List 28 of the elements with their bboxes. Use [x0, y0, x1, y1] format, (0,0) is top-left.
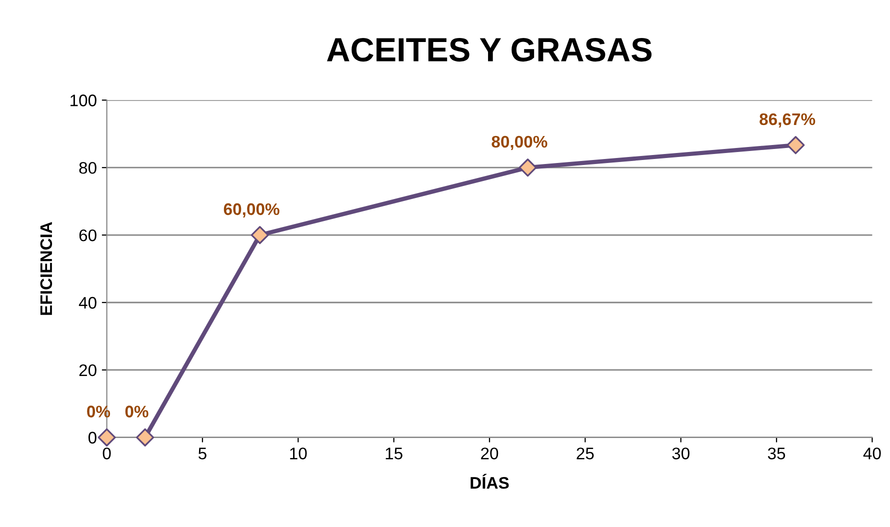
point	[250, 226, 269, 244]
point	[518, 158, 537, 177]
x-tick-label: 5	[198, 448, 206, 460]
point	[786, 136, 805, 154]
x-tick-label: 25	[576, 448, 594, 460]
point	[136, 428, 154, 446]
x-tick-label: 35	[768, 448, 786, 460]
y-tick-label: 60	[79, 229, 96, 242]
data-label: 0%	[125, 406, 148, 418]
x-tick-label: 0	[102, 448, 111, 460]
x-tick-label: 15	[386, 448, 402, 460]
x-tick-label: 10	[290, 448, 307, 460]
y-tick-label: 100	[70, 94, 96, 106]
x-tick-label: 40	[863, 448, 881, 460]
y-tick-label: 20	[79, 364, 96, 376]
data-label: 86,67%	[760, 113, 816, 128]
data-label: 80,00%	[492, 136, 548, 150]
x-axis-title: DÍAS	[470, 474, 509, 489]
y-axis-title: EFICIENCIA	[40, 222, 52, 315]
y-tick-label: 80	[79, 162, 96, 174]
data-label: 0%	[87, 406, 110, 418]
y-tick-label: 0	[88, 432, 96, 444]
x-tick-label: 30	[672, 448, 690, 460]
x-tick-label: 20	[481, 448, 498, 460]
y-tick-label: 40	[78, 296, 96, 309]
point	[98, 428, 116, 446]
chart-title: ACEITES Y GRASAS	[326, 38, 652, 62]
data-label: 60,00%	[224, 203, 280, 218]
